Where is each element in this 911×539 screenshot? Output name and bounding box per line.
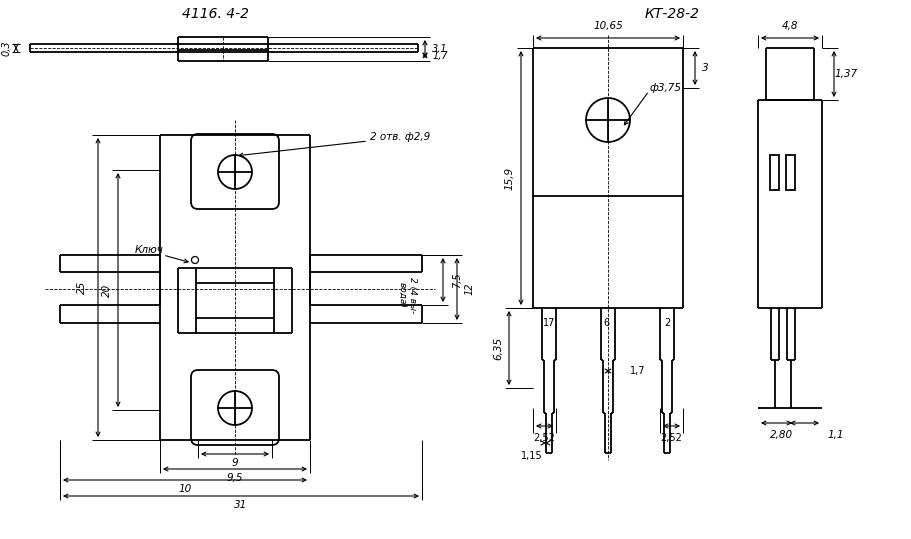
Circle shape (218, 391, 252, 425)
Text: 2 (4 вы-
вода): 2 (4 вы- вода) (397, 277, 416, 313)
Text: 10,65: 10,65 (593, 21, 623, 31)
Text: 31: 31 (234, 500, 248, 510)
Text: 7,5: 7,5 (452, 272, 462, 288)
Text: 3: 3 (701, 63, 709, 73)
Text: 1,7: 1,7 (630, 366, 646, 376)
Circle shape (586, 98, 630, 142)
Text: 10: 10 (179, 484, 191, 494)
Text: 1,7: 1,7 (432, 51, 448, 61)
Circle shape (191, 257, 199, 264)
Bar (770, 155, 779, 190)
Text: 9: 9 (231, 458, 239, 468)
FancyBboxPatch shape (191, 370, 279, 445)
Text: 2,80: 2,80 (771, 430, 793, 440)
Text: 4,8: 4,8 (782, 21, 798, 31)
Bar (786, 155, 795, 190)
Text: 1,37: 1,37 (834, 69, 857, 79)
Text: 3,1: 3,1 (432, 44, 448, 54)
Text: 20: 20 (102, 284, 112, 296)
Text: 2,52: 2,52 (660, 433, 682, 443)
Text: 4116. 4-2: 4116. 4-2 (181, 7, 249, 21)
Text: 6,35: 6,35 (493, 336, 503, 360)
Text: 2: 2 (664, 318, 670, 328)
Text: 2,52: 2,52 (533, 433, 555, 443)
Text: 17: 17 (543, 318, 555, 328)
Text: 1,1: 1,1 (828, 430, 844, 440)
Text: ф3,75: ф3,75 (650, 83, 682, 93)
Text: Ключ: Ключ (135, 245, 164, 255)
Text: 6: 6 (603, 318, 609, 328)
FancyBboxPatch shape (191, 134, 279, 209)
Text: 9,5: 9,5 (227, 473, 243, 483)
Text: 12: 12 (465, 283, 475, 295)
Circle shape (218, 155, 252, 189)
Text: 1,15: 1,15 (521, 451, 543, 461)
Text: 0,3: 0,3 (2, 40, 12, 56)
Text: КТ-28-2: КТ-28-2 (644, 7, 700, 21)
Text: 15,9: 15,9 (505, 167, 515, 190)
Text: 25: 25 (77, 280, 87, 294)
Text: 2 отв. ф2,9: 2 отв. ф2,9 (370, 132, 430, 142)
